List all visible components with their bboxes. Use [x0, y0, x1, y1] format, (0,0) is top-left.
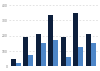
Bar: [41, 43, 46, 66]
Bar: [48, 15, 53, 66]
Bar: [73, 13, 78, 66]
Bar: [10, 59, 16, 66]
Bar: [16, 63, 21, 66]
Bar: [28, 55, 33, 66]
Bar: [78, 47, 84, 66]
Bar: [66, 57, 71, 66]
Bar: [61, 37, 66, 66]
Bar: [86, 34, 91, 66]
Bar: [91, 43, 96, 66]
Bar: [23, 37, 28, 66]
Bar: [36, 34, 41, 66]
Bar: [53, 40, 58, 66]
